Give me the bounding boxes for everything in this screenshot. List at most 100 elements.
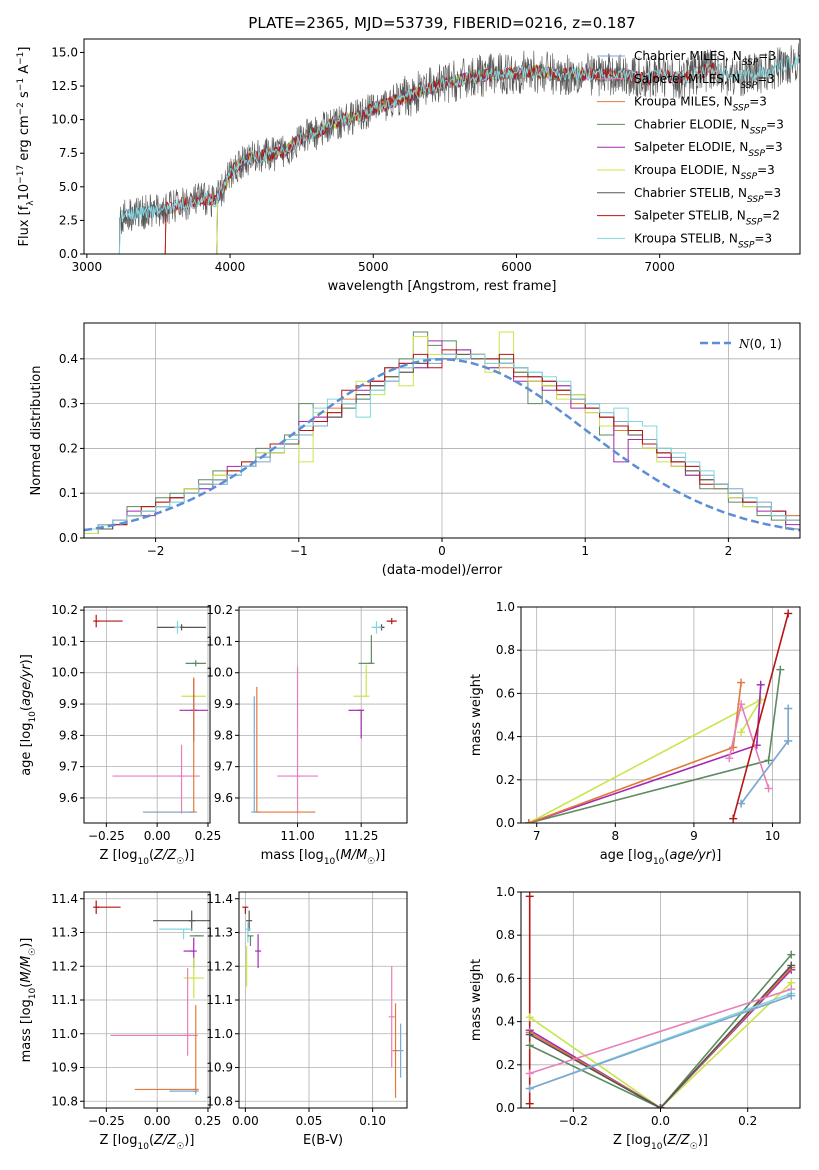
x-tick-label: 0.2 [738,1114,757,1128]
x-tick-label: 11.25 [344,829,378,843]
panels-group: 3000 4000 5000 6000 70000.02.55.07.510.012.5… [16,38,801,1152]
label-part: )] [19,938,34,948]
label-part: age/yr [19,663,34,706]
plot-area [93,900,210,1095]
y-tick-label: 11.0 [51,1027,78,1041]
label-part: =3 [757,72,775,86]
label-part: Kroupa ELODIE, N [634,163,741,177]
x-tick-label: 6000 [501,260,532,274]
y-tick-label: 0.4 [59,352,78,366]
y-axis-label: Flux [fλ10−17 erg cm−2 s−1 A−1] [16,47,36,247]
y-tick-label: 9.7 [59,760,78,774]
x-tick-label: 9 [690,829,698,843]
label-part: Salpeter ELODIE, N [634,140,748,154]
y-tick-label: 9.9 [59,697,78,711]
weight-series-line [529,988,792,1075]
x-axis-label: E(B-V) [303,1133,343,1148]
label-part: M/M [19,956,34,983]
y-tick-label: 11.1 [51,993,78,1007]
panel-age_vs_Z: −0.25 0.00 0.25 9.6 9.7 9.8 9.9 10.0 10.1 10.2 Z [… [19,603,221,867]
panel-residuals: −2 −1 0 1 2 0.0 0.1 0.2 0.3 0.4 N(0, 1) (data-model… [29,322,801,578]
label-part: (data-model)/error [382,563,503,578]
label-part: 10 [17,184,32,201]
plot-area [242,906,404,1098]
y-tick-label: 11.2 [51,959,78,973]
y-tick-label: 11.4 [206,892,233,906]
x-tick-label: −1 [290,544,308,558]
label-part: 10 [28,987,38,999]
y-tick-label: 0.0 [59,531,78,545]
label-part: Chabrier ELODIE, N [634,117,750,131]
x-axis-label: Z [log10(Z/Z☉)] [613,1133,708,1152]
y-axis-label: mass [log10(M/M☉)] [19,938,38,1063]
label-part: SSP [742,58,759,68]
label-part: age/yr [669,848,712,863]
x-tick-label: 3000 [72,260,103,274]
label-part: =3 [758,49,776,63]
x-tick-label: 8 [611,829,619,843]
y-tick-label: 10.2 [51,603,78,617]
label-part: 10 [137,1142,149,1152]
y-axis-label: mass weight [469,959,484,1041]
label-part: 10 [651,1142,663,1152]
label-part: =2 [762,209,780,223]
label-part: λ [26,200,36,206]
label-part: SSP [750,126,767,136]
y-tick-label: 10.0 [51,113,78,127]
panel-mass_vs_Z: −0.25 0.00 0.25 10.8 10.9 11.0 11.1 11.2 11.3 11.… [19,891,222,1152]
x-tick-label: 0.00 [144,1114,171,1128]
x-tick-label: 0.0 [651,1114,670,1128]
y-tick-label: 0.4 [496,1015,515,1029]
y-tick-label: 15.0 [51,45,78,59]
panel-age_vs_mass: 11.00 11.25 9.6 9.7 9.8 9.9 10.0 10.1 10.2 mass [… [206,603,408,867]
x-axis-label: (data-model)/error [382,563,503,578]
y-tick-label: 9.6 [59,791,78,805]
x-tick-label: 5000 [358,260,389,274]
label-part: Kroupa MILES, N [634,95,733,109]
label-part: =3 [764,186,782,200]
label-part: =3 [749,95,767,109]
label-part: SSP [741,81,758,91]
y-axis-label: Normed distribution [29,366,44,496]
y-tick-label: 2.5 [59,213,78,227]
y-tick-label: 10.8 [51,1094,78,1108]
label-part: ( [335,848,340,863]
plot-area [524,609,793,823]
axes-frame [520,606,801,824]
y-tick-label: 0.8 [496,643,515,657]
weight-series-line [528,684,762,823]
legend-entry: Salpeter MILES, NSSP=3 [634,72,775,91]
x-tick-label: 0.25 [195,1114,222,1128]
label-part: mass [log [261,848,324,863]
weight-series-line [528,682,742,823]
figure-title: PLATE=2365, MJD=53739, FIBERID=0216, z=0… [248,14,635,32]
label-part: Kroupa STELIB, N [634,231,738,245]
y-tick-label: 1.0 [496,885,515,899]
label-part: Z/Z [667,1133,691,1148]
y-tick-label: 9.6 [214,791,233,805]
weight-series-line [529,994,792,1090]
label-part: N [738,337,750,351]
axes-frame [83,606,211,824]
spectrum-series-line [118,65,661,254]
label-part: −2 [16,102,26,115]
weight-series-line [740,708,790,805]
normal-curve [84,358,800,532]
plot-area [84,331,800,538]
x-axis-label: age [log10(age/yr)] [600,848,722,867]
plot-area [251,617,397,814]
label-part: ] [17,47,32,52]
y-tick-label: 0.2 [59,441,78,455]
x-tick-label: −2 [147,544,165,558]
legend-entry: Kroupa STELIB, NSSP=3 [634,231,772,250]
label-part: 10 [653,857,665,867]
y-tick-label: 9.9 [214,697,233,711]
legend-entry: Chabrier STELIB, NSSP=3 [634,186,781,205]
label-part: =3 [757,163,775,177]
label-part: −17 [16,165,26,184]
y-tick-label: 0.4 [496,730,515,744]
y-tick-label: 0.8 [496,928,515,942]
label-part: Z/Z [153,848,177,863]
